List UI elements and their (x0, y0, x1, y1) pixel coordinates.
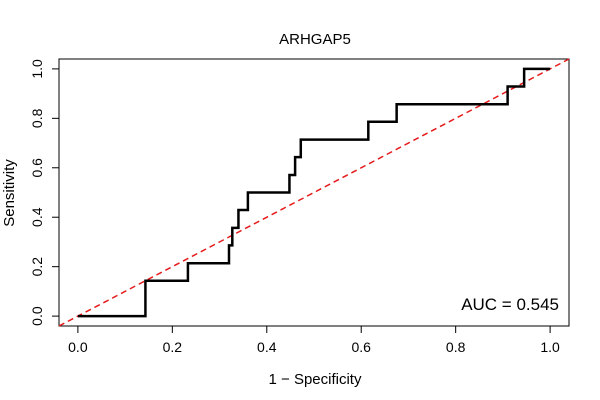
y-axis: 0.0 0.2 0.4 0.6 0.8 1.0 (29, 59, 60, 326)
x-tick-label: 0.2 (163, 339, 183, 355)
series-layer (58, 58, 570, 327)
auc-annotation: AUC = 0.545 (461, 295, 559, 314)
x-tick-label: 0.0 (68, 339, 88, 355)
y-tick-label: 0.2 (29, 257, 45, 277)
x-axis-label: 1 − Specificity (269, 371, 362, 388)
y-tick-label: 0.4 (29, 207, 45, 227)
y-tick-label: 0.0 (29, 306, 45, 326)
x-tick-label: 0.8 (446, 339, 466, 355)
x-tick-label: 1.0 (540, 339, 560, 355)
y-tick-label: 1.0 (29, 59, 45, 79)
chart-title: ARHGAP5 (279, 31, 351, 48)
roc-curve-line (77, 67, 551, 318)
x-tick-label: 0.4 (257, 339, 277, 355)
y-tick-label: 0.6 (29, 158, 45, 178)
x-tick-label: 0.6 (351, 339, 371, 355)
y-axis-label: Sensitivity (1, 159, 18, 227)
x-axis: 0.0 0.2 0.4 0.6 0.8 1.0 (68, 325, 560, 355)
reference-diagonal-line (58, 58, 570, 327)
y-tick-label: 0.8 (29, 108, 45, 128)
